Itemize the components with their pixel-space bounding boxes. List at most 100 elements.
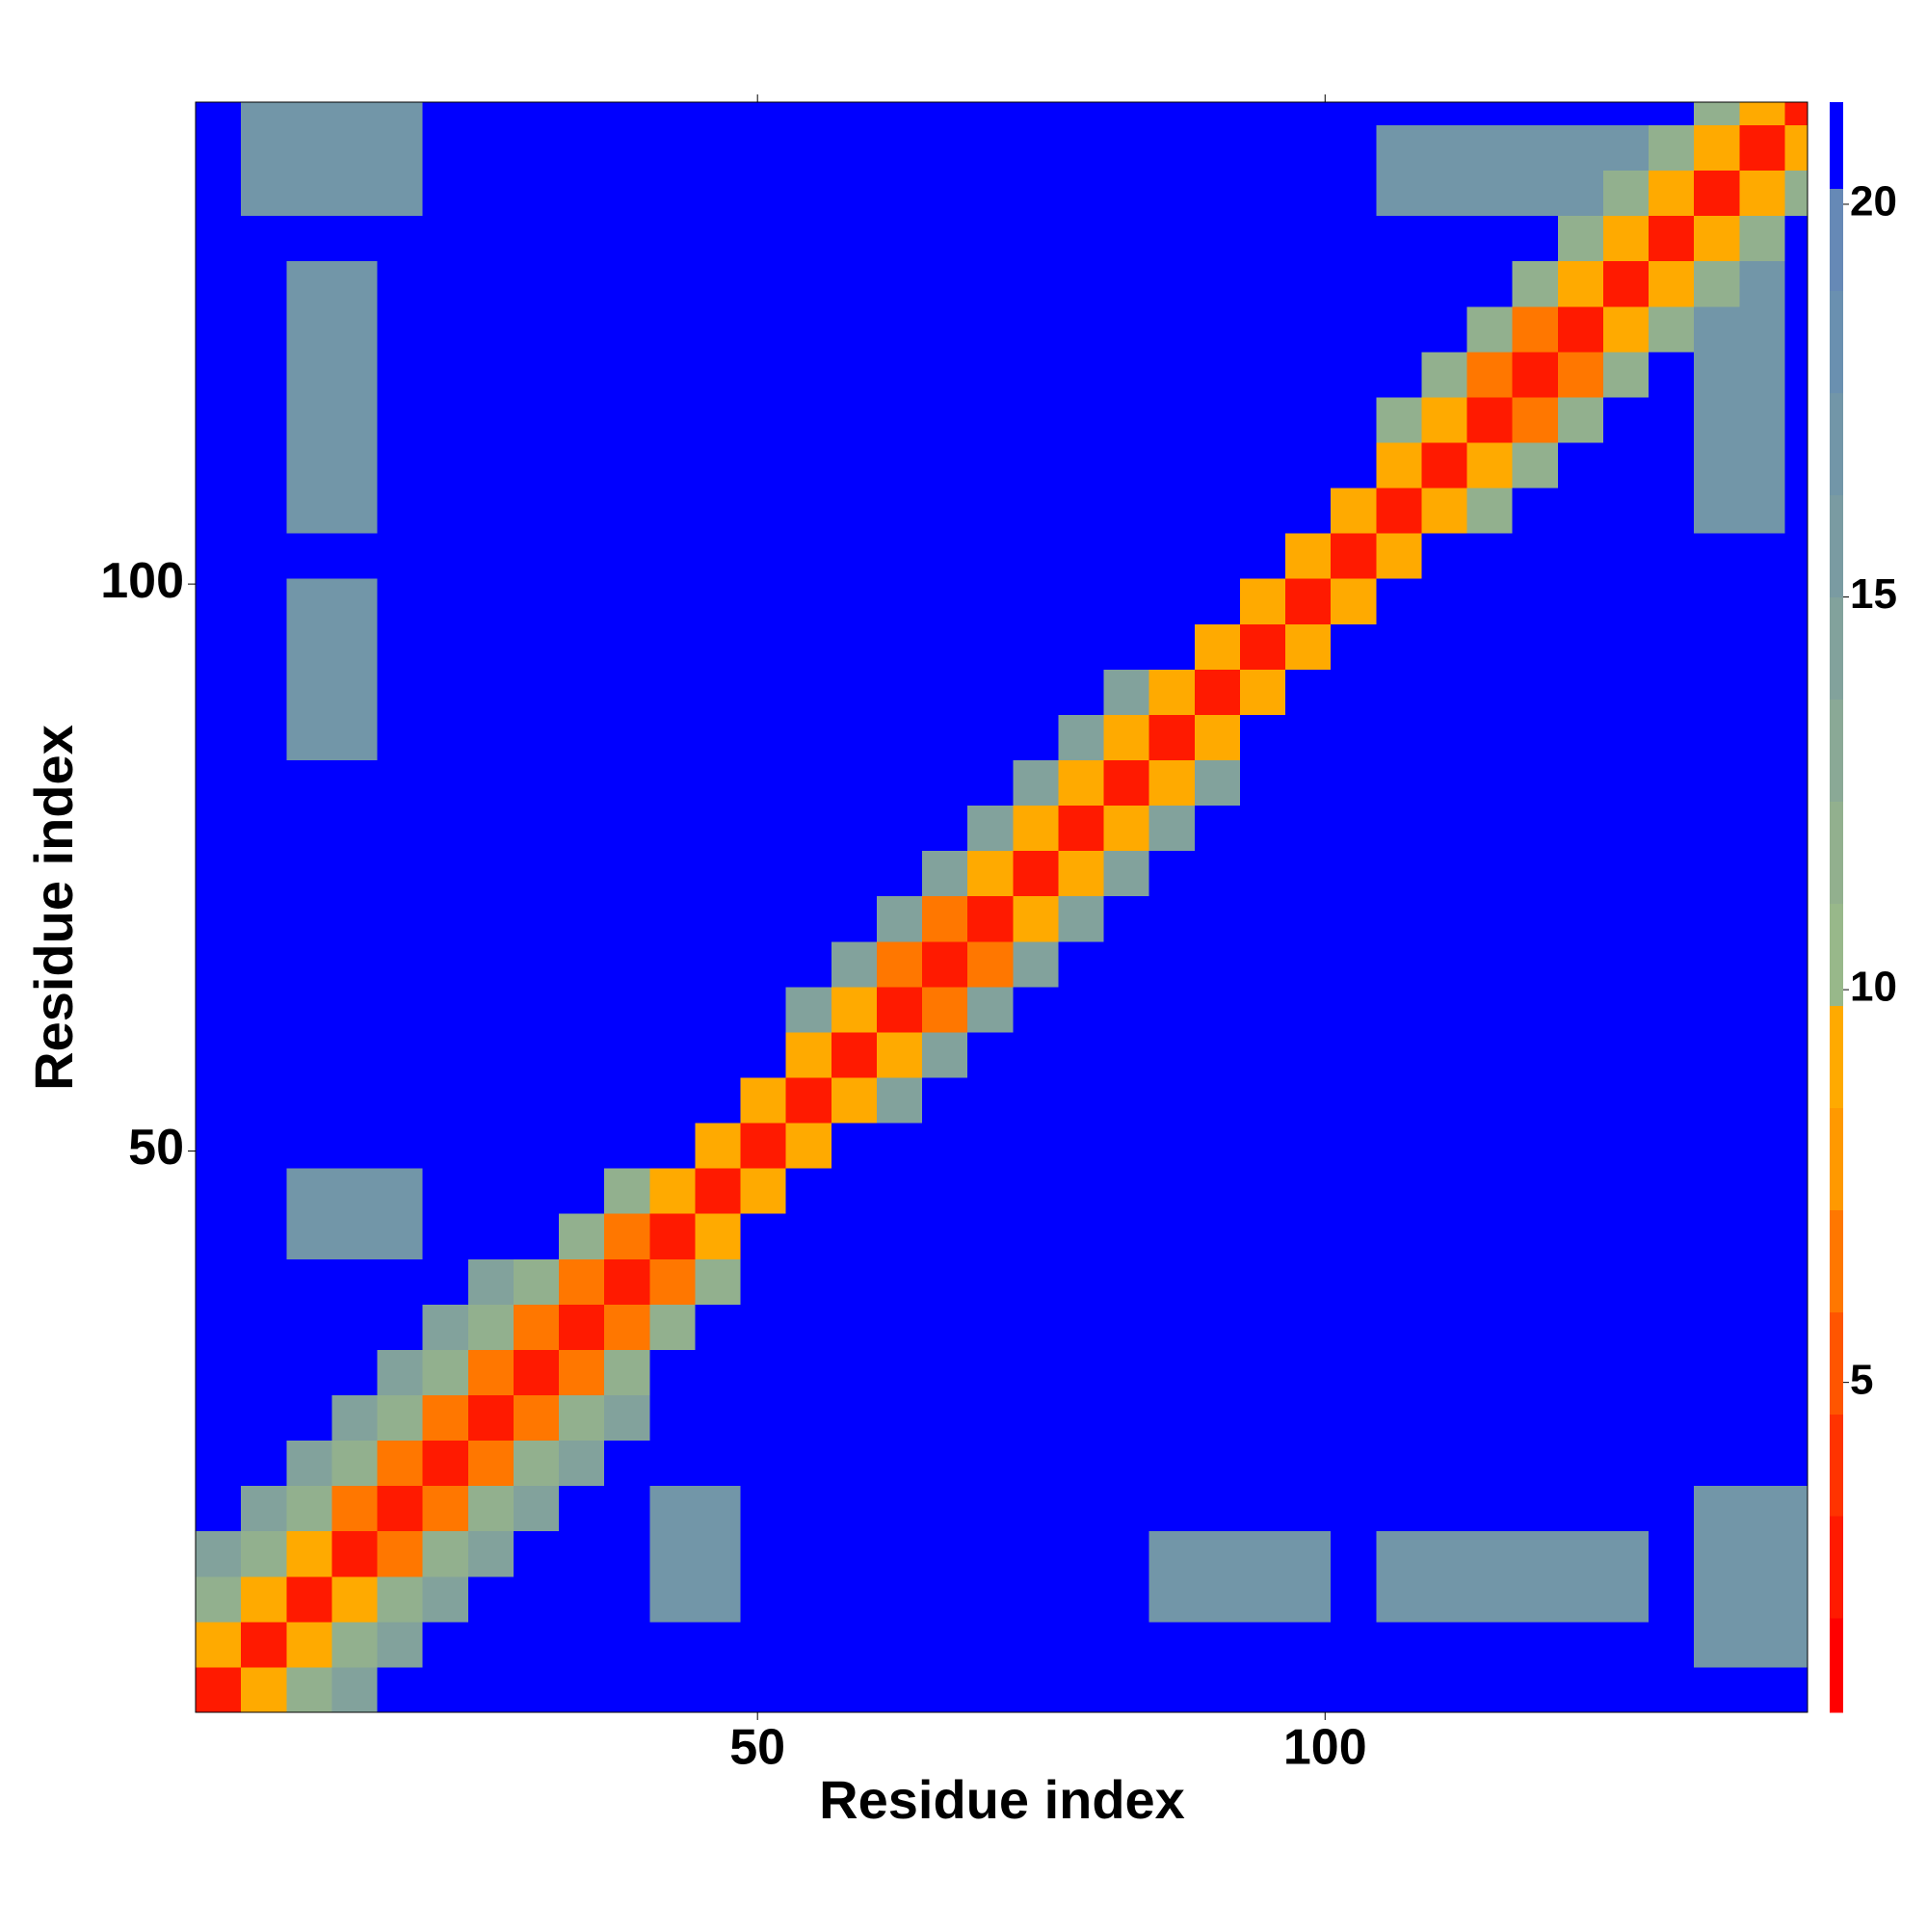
cell (831, 488, 878, 534)
cell (1739, 578, 1785, 624)
cell (241, 1349, 287, 1396)
cell (467, 442, 515, 489)
cell (604, 1168, 650, 1214)
cell (1739, 1440, 1785, 1487)
cell (967, 396, 1014, 443)
cell (1285, 714, 1332, 761)
cell (422, 895, 469, 942)
cell (967, 442, 1014, 489)
cell (649, 940, 696, 988)
cell (1466, 124, 1514, 172)
cell (1739, 1168, 1785, 1214)
cell (1103, 1031, 1150, 1078)
cell (1194, 124, 1241, 172)
cell (1103, 714, 1150, 761)
cell (1649, 940, 1695, 988)
cell (1148, 1304, 1196, 1350)
cell (1557, 396, 1604, 443)
cell (1331, 102, 1377, 126)
cell (196, 940, 242, 988)
cell (1421, 442, 1468, 489)
cell (1013, 714, 1059, 761)
cell (241, 895, 287, 942)
cell (467, 1349, 515, 1396)
cell (740, 669, 787, 715)
cell (740, 396, 787, 443)
cell (1013, 1485, 1059, 1532)
cell (922, 940, 968, 988)
cell (649, 1666, 696, 1713)
cell (785, 1349, 832, 1396)
cell (740, 170, 787, 217)
cell (1376, 396, 1422, 443)
cell (1512, 1168, 1559, 1214)
cell (831, 1031, 878, 1078)
cell (559, 1440, 605, 1487)
cell (1557, 1575, 1604, 1623)
cell (1421, 305, 1468, 353)
cell (1466, 1530, 1514, 1577)
cell (331, 1349, 379, 1396)
cell (967, 1394, 1014, 1442)
cell (876, 215, 923, 262)
cell (559, 805, 605, 852)
cell (1784, 805, 1808, 852)
cell (740, 533, 787, 579)
cell (196, 170, 242, 217)
cell (1602, 260, 1650, 307)
cell (695, 578, 742, 624)
cell (967, 1258, 1014, 1305)
cell (785, 1031, 832, 1078)
cell (1058, 986, 1105, 1033)
cell (1739, 1349, 1785, 1396)
cell (1148, 850, 1196, 897)
cell (1602, 442, 1650, 489)
cell (422, 1077, 469, 1124)
cell (377, 102, 424, 126)
cell (1602, 170, 1650, 217)
cell (377, 488, 424, 534)
cell (876, 1258, 923, 1305)
cell (831, 986, 878, 1033)
cell (967, 1349, 1014, 1396)
cell (1239, 1440, 1286, 1487)
cell (831, 215, 878, 262)
cell (422, 1621, 469, 1668)
cell (1376, 1258, 1422, 1305)
cell (1058, 1666, 1105, 1713)
cell (1557, 1031, 1604, 1078)
cell (967, 578, 1014, 624)
cell (1376, 1394, 1422, 1442)
cell (1694, 260, 1740, 307)
cell (422, 1031, 469, 1078)
cell (1194, 1394, 1241, 1442)
cell (467, 1077, 515, 1124)
cell (1285, 1666, 1332, 1713)
cell (1649, 759, 1695, 807)
cell (1466, 1440, 1514, 1487)
cell (1013, 215, 1059, 262)
cell (1013, 1304, 1059, 1350)
cell (1148, 305, 1196, 353)
cell (196, 1304, 242, 1350)
cell (1557, 759, 1604, 807)
cell (196, 1258, 242, 1305)
cell (831, 442, 878, 489)
cell (1239, 1168, 1286, 1214)
cell (695, 170, 742, 217)
cell (695, 850, 742, 897)
cell (1694, 1031, 1740, 1078)
cell (377, 1440, 424, 1487)
cell (331, 986, 379, 1033)
cell (740, 1213, 787, 1259)
cell (286, 1485, 332, 1532)
cell (1739, 305, 1785, 353)
cell (422, 305, 469, 353)
cell (876, 714, 923, 761)
cell (1739, 623, 1785, 670)
cell (1784, 488, 1808, 534)
cell (422, 1349, 469, 1396)
cell (740, 488, 787, 534)
cell (1466, 1394, 1514, 1442)
cell (649, 1621, 696, 1668)
